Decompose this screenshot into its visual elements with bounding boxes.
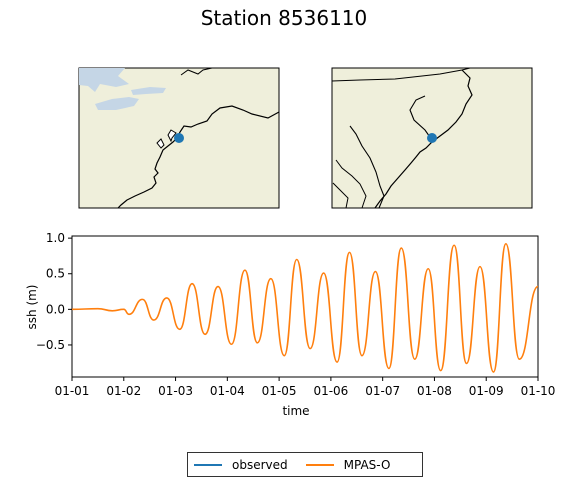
x-axis-label: time bbox=[282, 404, 309, 418]
great-lakes-water-b bbox=[95, 97, 139, 110]
legend-line-observed bbox=[194, 463, 222, 466]
series-lines bbox=[71, 243, 539, 373]
figure-title: Station 8536110 bbox=[200, 6, 368, 30]
y-tick-label: 0.5 bbox=[46, 267, 65, 281]
y-tick-label: 0.0 bbox=[46, 302, 65, 316]
river-shore-b bbox=[332, 182, 349, 209]
bay-outline-left bbox=[156, 129, 177, 149]
x-tick-label: 01-10 bbox=[521, 384, 556, 398]
coastline-right bbox=[374, 69, 473, 209]
legend-label-observed: observed bbox=[232, 457, 288, 472]
y-axis-ticks: −0.5 0.0 0.5 1.0 bbox=[36, 231, 72, 352]
zoomed-map bbox=[331, 67, 533, 209]
series-line-1 bbox=[71, 243, 539, 373]
x-tick-label: 01-07 bbox=[365, 384, 400, 398]
x-axis-ticks: 01-01 01-02 01-03 01-04 01-05 01-06 01-07 01-08… bbox=[55, 377, 556, 398]
x-tick-label: 01-09 bbox=[469, 384, 504, 398]
great-lakes-water-a bbox=[79, 68, 129, 92]
great-lakes-water-c bbox=[131, 87, 166, 95]
x-tick-label: 01-02 bbox=[106, 384, 141, 398]
river-shore-a bbox=[335, 159, 367, 209]
x-tick-label: 01-04 bbox=[210, 384, 245, 398]
x-tick-label: 01-05 bbox=[262, 384, 297, 398]
x-tick-label: 01-03 bbox=[158, 384, 193, 398]
state-border-line bbox=[180, 67, 213, 76]
estuary-shore bbox=[349, 125, 385, 209]
x-tick-label: 01-06 bbox=[313, 384, 348, 398]
regional-map bbox=[78, 67, 280, 209]
x-tick-label: 01-08 bbox=[417, 384, 452, 398]
y-tick-label: 1.0 bbox=[46, 231, 65, 245]
y-axis-label: ssh (m) bbox=[25, 285, 39, 330]
legend-item-observed: observed bbox=[194, 458, 288, 472]
timeseries-plot: −0.50.00.51.0 01-01 01-02 01-03 01-04 01-05 0… bbox=[25, 231, 555, 418]
state-border-right bbox=[331, 67, 471, 82]
legend-line-mpas bbox=[305, 463, 334, 466]
legend: observed MPAS-O bbox=[187, 452, 423, 477]
station-marker-left bbox=[174, 133, 184, 143]
y-tick-label: −0.5 bbox=[36, 338, 65, 352]
station-marker-right bbox=[427, 133, 437, 143]
coastline-left bbox=[117, 105, 280, 209]
legend-item-mpas: MPAS-O bbox=[305, 457, 391, 472]
legend-label-mpas: MPAS-O bbox=[343, 457, 391, 472]
bay-west-shore bbox=[409, 95, 433, 141]
plot-frame bbox=[71, 235, 539, 378]
x-tick-label: 01-01 bbox=[55, 384, 90, 398]
